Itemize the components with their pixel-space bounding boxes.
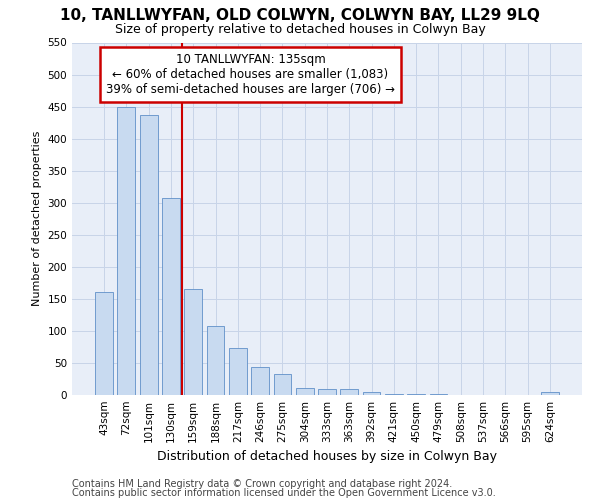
Bar	[118, 106, 136, 395]
Text: 10 TANLLWYFAN: 135sqm
← 60% of detached houses are smaller (1,083)
39% of semi-d: 10 TANLLWYFAN: 135sqm ← 60% of detached …	[106, 53, 395, 96]
Bar	[162, 198, 180, 395]
Y-axis label: Number of detached properties: Number of detached properties	[32, 131, 42, 306]
Bar	[140, 115, 158, 395]
Text: Contains public sector information licensed under the Open Government Licence v3: Contains public sector information licen…	[72, 488, 496, 498]
Bar	[274, 374, 292, 395]
Text: Size of property relative to detached houses in Colwyn Bay: Size of property relative to detached ho…	[115, 22, 485, 36]
Bar	[340, 389, 358, 395]
Bar	[407, 394, 425, 395]
Bar	[206, 326, 224, 395]
Bar	[318, 389, 336, 395]
Bar	[296, 388, 314, 395]
Bar	[184, 289, 202, 395]
Text: 10, TANLLWYFAN, OLD COLWYN, COLWYN BAY, LL29 9LQ: 10, TANLLWYFAN, OLD COLWYN, COLWYN BAY, …	[60, 8, 540, 22]
Bar	[362, 392, 380, 395]
Bar	[95, 292, 113, 395]
Bar	[229, 348, 247, 395]
Text: Contains HM Land Registry data © Crown copyright and database right 2024.: Contains HM Land Registry data © Crown c…	[72, 479, 452, 489]
Bar	[251, 368, 269, 395]
X-axis label: Distribution of detached houses by size in Colwyn Bay: Distribution of detached houses by size …	[157, 450, 497, 464]
Bar	[541, 392, 559, 395]
Bar	[385, 394, 403, 395]
Bar	[430, 394, 448, 395]
